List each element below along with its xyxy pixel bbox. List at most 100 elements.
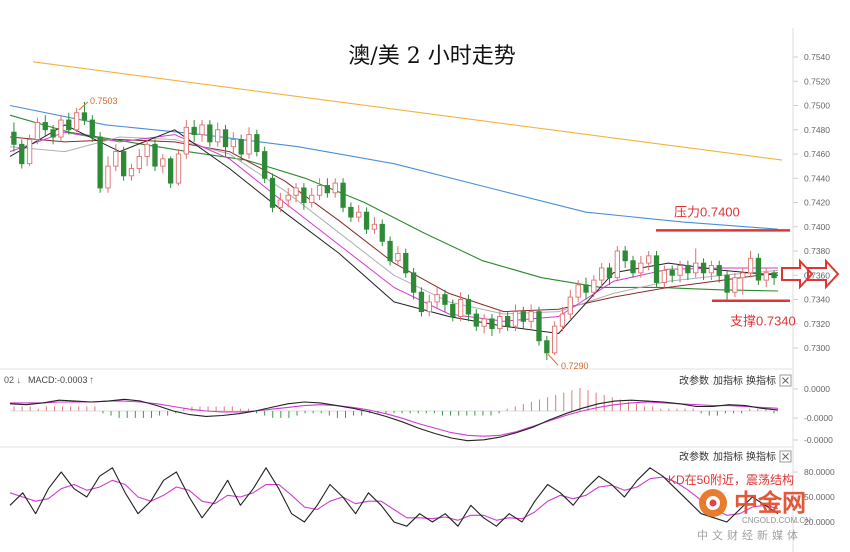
- candle-body-down: [42, 122, 48, 131]
- candle-body-down: [238, 138, 244, 155]
- candle-body-down: [771, 272, 777, 279]
- candle: [11, 122, 17, 152]
- y-tick-label: 0.7520: [804, 76, 830, 86]
- moving-average-line: [9, 131, 778, 322]
- candle: [128, 163, 135, 181]
- candle: [73, 107, 80, 133]
- candle: [246, 127, 252, 159]
- candle: [614, 246, 620, 281]
- candle-body-down: [418, 291, 425, 313]
- y-tick-label: 0.7460: [804, 149, 830, 159]
- candle: [426, 294, 432, 317]
- candle-body-down: [465, 299, 472, 315]
- candle-body-up: [552, 325, 558, 354]
- candle-body-up: [481, 318, 487, 327]
- kdj-menu-add-indicator[interactable]: 加指标: [713, 450, 743, 463]
- candle-body-up: [34, 122, 41, 140]
- candle-body-up: [614, 250, 620, 279]
- kdj-menu-switch-indicator[interactable]: 换指标: [746, 450, 776, 463]
- candle-body-down: [97, 136, 103, 189]
- macd-menu-add-indicator[interactable]: 加指标: [713, 374, 743, 387]
- watermark: 中金网 CNGOLD.COM.CN 中文财经新媒体: [697, 489, 811, 542]
- kdj-close-button[interactable]: [779, 450, 792, 463]
- candle-body-down: [504, 316, 511, 327]
- candle: [599, 263, 605, 288]
- candle: [685, 260, 691, 281]
- candle-body-down: [387, 240, 393, 262]
- macd-menu-switch-indicator[interactable]: 换指标: [746, 374, 776, 387]
- macd-menu-change-params[interactable]: 改参数: [679, 374, 709, 387]
- candle-body-up: [285, 194, 291, 201]
- candle: [646, 251, 652, 271]
- y-tick-label: 0.7380: [804, 246, 830, 256]
- moving-average-line: [9, 136, 779, 313]
- candle-body-down: [622, 250, 628, 262]
- low-annotation: 0.7290: [547, 353, 589, 371]
- candle-body-down: [89, 119, 95, 138]
- candle: [653, 251, 660, 288]
- moving-average-line: [9, 104, 779, 230]
- macd-close-button[interactable]: [779, 374, 792, 387]
- candle: [693, 248, 699, 278]
- y-tick-label: 0.7340: [804, 295, 830, 305]
- y-tick-label: 0.7540: [804, 52, 830, 62]
- candle-body-down: [583, 284, 589, 293]
- candle: [277, 192, 284, 213]
- candle-body-up: [740, 272, 746, 279]
- candle: [81, 101, 88, 125]
- candle: [583, 277, 589, 300]
- candle: [732, 272, 738, 298]
- candle: [222, 124, 229, 157]
- y-tick-label: 0.7320: [804, 319, 830, 329]
- candle-body-up: [356, 211, 362, 218]
- candle-body-up: [599, 267, 605, 281]
- candle: [379, 219, 385, 247]
- candle-body-up: [512, 311, 519, 327]
- candle: [168, 156, 174, 188]
- candle-body-down: [489, 318, 495, 330]
- candle-body-up: [175, 153, 182, 184]
- candle: [700, 258, 707, 281]
- candle-body-down: [606, 267, 613, 279]
- candlestick-series: [11, 101, 777, 361]
- candle: [19, 139, 25, 169]
- candle-body-up: [457, 299, 464, 317]
- kdj-tick-label: 80.0000: [804, 467, 835, 477]
- candle-body-up: [136, 155, 142, 170]
- candle-body-up: [113, 151, 119, 167]
- candle: [669, 265, 675, 283]
- watermark-site: CNGOLD.COM.CN: [742, 516, 811, 525]
- candle-body-up: [332, 182, 338, 194]
- moving-average-line: [9, 124, 779, 334]
- macd-dif-line: [9, 398, 779, 442]
- candle: [512, 304, 519, 332]
- candle: [387, 236, 393, 266]
- candle: [755, 253, 762, 285]
- candle-body-down: [152, 143, 158, 167]
- candle-body-up: [677, 265, 683, 276]
- candle: [473, 309, 479, 332]
- direction-arrow-icon: [781, 258, 814, 290]
- candle-body-up: [575, 284, 581, 298]
- candle-body-up: [246, 134, 252, 155]
- candle-body-down: [669, 269, 675, 276]
- close-icon: [782, 453, 789, 460]
- candle-body-up: [371, 223, 378, 230]
- candle: [120, 146, 127, 181]
- candle: [238, 134, 244, 162]
- kdj-menu-change-params[interactable]: 改参数: [679, 450, 709, 463]
- candle-body-up: [316, 185, 323, 196]
- candle-body-up: [763, 272, 769, 281]
- macd-period-fragment: 02 ↓: [4, 375, 21, 385]
- candle-body-down: [66, 119, 72, 131]
- macd-tick-label: -0.0000: [804, 435, 833, 445]
- candle: [450, 299, 456, 322]
- candle: [230, 132, 236, 154]
- candle: [50, 124, 56, 145]
- candle: [544, 335, 550, 361]
- candle: [434, 287, 440, 310]
- candle: [340, 178, 346, 213]
- y-tick-label: 0.7360: [804, 270, 830, 280]
- candle-body-down: [630, 260, 636, 274]
